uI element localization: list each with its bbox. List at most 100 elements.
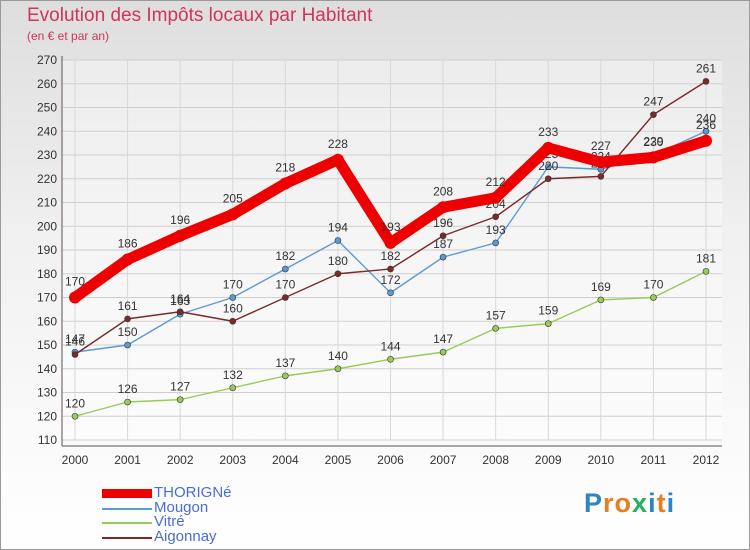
legend-label: Aigonnay [154,528,217,545]
logo-letter: o [614,488,633,518]
data-label-1: 228 [328,137,348,151]
x-tick-label: 2007 [430,453,457,467]
data-label-1: 229 [643,134,663,148]
legend-swatch [102,522,152,524]
data-point-4 [702,78,710,85]
data-point-3 [387,355,394,363]
data-point-1 [437,201,450,214]
y-tick-label: 190 [37,243,57,257]
logo-letter: t [656,488,667,518]
data-point-3 [597,296,605,304]
data-point-3 [492,325,499,332]
data-label-2: 193 [486,223,506,237]
legend-swatch [102,537,152,539]
y-tick-label: 110 [38,433,57,447]
x-tick-label: 2000 [62,453,89,467]
data-point-1 [542,141,555,154]
data-point-1 [331,153,344,166]
data-point-4 [439,232,447,240]
data-point-4 [597,173,605,180]
data-point-2 [439,253,447,261]
data-point-1 [700,134,712,147]
data-label-3: 132 [223,368,243,382]
data-point-2 [124,341,131,349]
data-label-3: 159 [538,304,558,318]
data-label-2: 150 [118,325,138,339]
x-tick-label: 2004 [272,453,299,467]
y-tick-label: 270 [37,53,57,67]
y-tick-label: 150 [37,338,57,352]
data-label-4: 160 [223,301,243,315]
data-label-1: 233 [538,125,558,139]
data-label-2: 182 [275,249,295,263]
y-tick-label: 250 [37,101,57,115]
data-label-2: 172 [380,273,400,287]
data-point-3 [334,365,342,373]
data-point-3 [544,320,552,327]
data-point-1 [279,177,292,190]
x-tick-label: 2009 [535,453,562,467]
data-point-3 [176,396,184,403]
data-label-1: 227 [591,139,611,153]
data-point-3 [282,372,289,380]
logo-letter: x [632,488,649,518]
proxiti-logo: Proxiti [584,488,675,519]
legend-label: Vitré [154,513,185,530]
legend-label: THORIGNé [154,484,232,501]
data-label-3: 137 [275,356,295,370]
data-label-2: 230 [643,135,663,149]
data-point-4 [176,308,184,316]
data-point-4 [282,294,289,301]
legend-swatch [102,508,152,510]
y-tick-label: 260 [37,77,57,91]
data-point-3 [702,268,710,275]
data-label-1: 212 [486,175,506,189]
data-label-2: 187 [433,237,453,251]
y-tick-label: 230 [37,148,57,162]
data-label-2: 194 [328,221,348,235]
data-point-4 [492,213,499,221]
legend-swatch [102,489,152,498]
y-tick-label: 210 [37,196,57,210]
logo-letter: i [648,488,657,518]
data-point-1 [121,253,134,266]
logo-letter: i [666,488,676,518]
data-label-1: 208 [433,184,453,198]
data-label-4: 161 [118,299,138,313]
data-label-1: 236 [696,118,716,132]
y-tick-label: 220 [37,172,57,186]
x-tick-label: 2011 [641,453,667,467]
data-label-2: 240 [696,111,716,125]
x-tick-label: 2003 [219,453,246,467]
data-label-2: 170 [223,278,243,292]
data-label-1: 170 [65,275,85,289]
data-label-4: 180 [328,254,348,268]
y-tick-label: 140 [37,362,57,376]
data-label-3: 126 [118,382,138,396]
logo-letter: P [584,488,604,518]
data-label-1: 193 [380,220,400,234]
data-point-2 [229,294,237,301]
data-label-4: 261 [696,61,716,75]
data-label-4: 247 [643,95,663,109]
data-label-4: 170 [275,278,295,292]
data-point-4 [387,265,394,273]
chart-title: Evolution des Impôts locaux par Habitant [27,5,373,26]
x-tick-label: 2005 [325,453,352,467]
data-point-3 [439,348,447,356]
x-tick-label: 2006 [377,453,404,467]
data-label-4: 220 [538,159,558,173]
data-point-1 [226,208,239,221]
data-label-3: 147 [433,332,453,346]
y-tick-label: 120 [37,409,57,423]
data-label-3: 140 [328,349,348,363]
data-label-3: 127 [170,380,190,394]
y-tick-label: 170 [37,291,57,305]
data-point-4 [650,111,657,118]
data-point-1 [69,291,81,304]
data-label-3: 157 [486,308,506,322]
data-label-4: 146 [65,335,85,349]
data-point-1 [174,229,187,242]
data-point-1 [594,156,607,169]
y-tick-label: 130 [37,386,57,400]
